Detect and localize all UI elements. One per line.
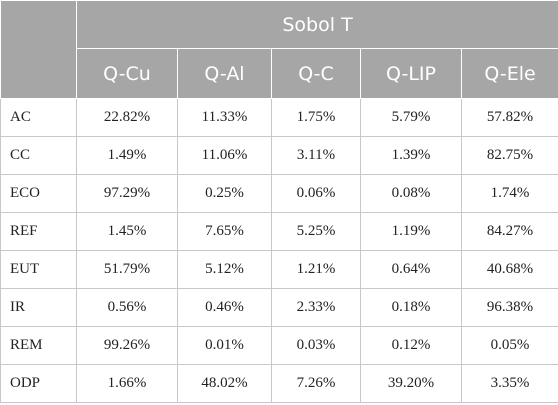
table-cell: 0.03% xyxy=(271,326,361,365)
table-cell: 2.33% xyxy=(271,288,361,327)
table-cell: 39.20% xyxy=(360,364,462,403)
table-row: REF 1.45% 7.65% 5.25% 1.19% 84.27% xyxy=(0,212,558,251)
table-cell: 0.46% xyxy=(177,288,272,327)
row-label: REM xyxy=(0,326,77,365)
table-cell: 1.19% xyxy=(360,212,462,251)
table-cell: 5.25% xyxy=(271,212,361,251)
column-header: Q-C xyxy=(271,48,361,99)
table-cell: 0.64% xyxy=(360,250,462,289)
table-row: REM 99.26% 0.01% 0.03% 0.12% 0.05% xyxy=(0,326,558,365)
table-cell: 1.49% xyxy=(76,136,178,175)
table-cell: 7.26% xyxy=(271,364,361,403)
table-cell: 11.33% xyxy=(177,98,272,137)
table-cell: 84.27% xyxy=(460,212,558,251)
table-cell: 0.01% xyxy=(177,326,272,365)
table-cell: 0.56% xyxy=(76,288,178,327)
table-row: CC 1.49% 11.06% 3.11% 1.39% 82.75% xyxy=(0,136,558,175)
table-row: IR 0.56% 0.46% 2.33% 0.18% 96.38% xyxy=(0,288,558,327)
row-label: EUT xyxy=(0,250,77,289)
table-row: ODP 1.66% 48.02% 7.26% 39.20% 3.35% xyxy=(0,364,558,403)
table-cell: 5.79% xyxy=(360,98,462,137)
table-cell: 1.74% xyxy=(460,174,558,213)
table-cell: 5.12% xyxy=(177,250,272,289)
corner-cell xyxy=(0,0,77,99)
table-cell: 96.38% xyxy=(460,288,558,327)
table-cell: 1.39% xyxy=(360,136,462,175)
row-label: ECO xyxy=(0,174,77,213)
table-cell: 0.18% xyxy=(360,288,462,327)
row-label: CC xyxy=(0,136,77,175)
table-cell: 3.11% xyxy=(271,136,361,175)
table-cell: 7.65% xyxy=(177,212,272,251)
table-cell: 48.02% xyxy=(177,364,272,403)
table-row: ECO 97.29% 0.25% 0.06% 0.08% 1.74% xyxy=(0,174,558,213)
column-header: Q-Ele xyxy=(460,48,558,99)
column-header: Q-LIP xyxy=(360,48,462,99)
table-cell: 11.06% xyxy=(177,136,272,175)
table-cell: 0.08% xyxy=(360,174,462,213)
group-header: Sobol T xyxy=(75,0,558,49)
row-label: REF xyxy=(0,212,77,251)
table-row: AC 22.82% 11.33% 1.75% 5.79% 57.82% xyxy=(0,98,558,137)
table-cell: 51.79% xyxy=(76,250,178,289)
table-cell: 0.25% xyxy=(177,174,272,213)
table-cell: 97.29% xyxy=(76,174,178,213)
table-cell: 22.82% xyxy=(76,98,178,137)
column-header: Q-Al xyxy=(177,48,272,99)
table-cell: 1.45% xyxy=(76,212,178,251)
row-label: IR xyxy=(0,288,77,327)
table-cell: 99.26% xyxy=(76,326,178,365)
table-cell: 3.35% xyxy=(460,364,558,403)
table-cell: 0.12% xyxy=(360,326,462,365)
table-row: EUT 51.79% 5.12% 1.21% 0.64% 40.68% xyxy=(0,250,558,289)
table-cell: 1.66% xyxy=(76,364,178,403)
table-cell: 1.75% xyxy=(271,98,361,137)
row-label: ODP xyxy=(0,364,77,403)
table-cell: 1.21% xyxy=(271,250,361,289)
table-cell: 40.68% xyxy=(460,250,558,289)
table-cell: 0.05% xyxy=(460,326,558,365)
table-cell: 82.75% xyxy=(460,136,558,175)
table-cell: 57.82% xyxy=(460,98,558,137)
row-label: AC xyxy=(0,98,77,137)
table-cell: 0.06% xyxy=(271,174,361,213)
column-header: Q-Cu xyxy=(76,48,178,99)
